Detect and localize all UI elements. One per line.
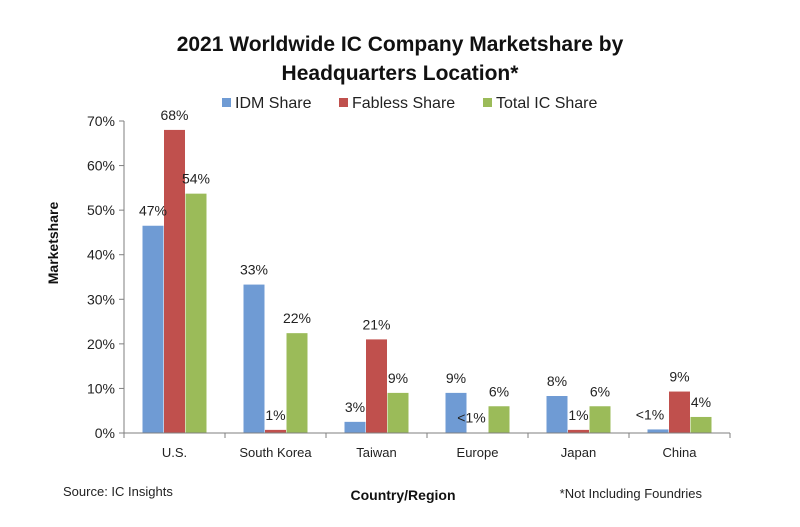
y-tick-label: 70% [87,113,115,129]
bars [142,129,712,433]
data-label-fabless-share-japan: 1% [568,407,588,423]
y-tick-label: 60% [87,158,115,174]
data-label-idm-share-china: <1% [636,406,664,422]
foundries-note: *Not Including Foundries [560,486,703,501]
data-label-idm-share-taiwan: 3% [345,399,365,415]
data-label-idm-share-japan: 8% [547,373,567,389]
y-axis-title: Marketshare [45,202,61,285]
bar-idm-share-u-s [142,225,164,433]
y-tick-label: 20% [87,336,115,352]
legend-swatch-total-ic-share [483,98,492,107]
data-label-fabless-share-taiwan: 21% [362,316,390,332]
data-label-fabless-share-china: 9% [669,369,689,385]
y-tick-label: 40% [87,247,115,263]
bar-total-ic-share-europe [488,406,510,433]
chart-title-line-2: Headquarters Location* [282,62,520,85]
data-label-fabless-share-south-korea: 1% [265,407,285,423]
data-label-idm-share-south-korea: 33% [240,262,268,278]
bar-idm-share-europe [445,392,467,433]
data-label-fabless-share-europe: <1% [457,410,485,426]
legend: IDM Share Fabless Share Total IC Share [222,95,597,112]
bar-fabless-share-taiwan [366,339,387,433]
x-axis: U.S. South Korea Taiwan Europe Japan China [123,432,731,460]
y-tick-label: 10% [87,380,115,396]
data-label-total-ic-share-u-s: 54% [182,171,210,187]
y-tick-label: 0% [95,425,115,441]
bar-total-ic-share-taiwan [387,392,409,433]
data-label-total-ic-share-south-korea: 22% [283,310,311,326]
x-category-label-europe: Europe [457,445,499,460]
x-category-label-taiwan: Taiwan [356,445,396,460]
data-label-total-ic-share-taiwan: 9% [388,370,408,386]
bar-idm-share-china [647,429,669,433]
legend-label-total-ic-share: Total IC Share [496,95,597,112]
y-axis: 0% 10% 20% 30% 40% 50% 60% 70% [87,113,125,441]
chart-title-line-1: 2021 Worldwide IC Company Marketshare by [177,33,624,56]
data-label-total-ic-share-china: 4% [691,394,711,410]
x-axis-title: Country/Region [351,487,456,503]
legend-label-fabless-share: Fabless Share [352,95,455,112]
data-labels: 47% 33% 3% 9% 8% <1% 68% 1% 21% <1% 1% 9% 54% 22% 9% 6%… [139,107,711,426]
bar-idm-share-south-korea [243,284,265,433]
data-label-total-ic-share-europe: 6% [489,383,509,399]
source-note: Source: IC Insights [63,484,173,499]
x-category-label-south-korea: South Korea [239,445,312,460]
x-category-label-china: China [663,445,698,460]
data-label-fabless-share-u-s: 68% [160,107,188,123]
bar-total-ic-share-u-s [185,193,207,433]
bar-total-ic-share-japan [589,406,611,433]
bar-fabless-share-china [669,391,690,433]
bar-total-ic-share-south-korea [286,333,308,433]
bar-fabless-share-south-korea [265,429,286,433]
bar-fabless-share-u-s [164,129,185,433]
x-category-label-u-s: U.S. [162,445,187,460]
legend-swatch-idm-share [222,98,231,107]
legend-label-idm-share: IDM Share [235,95,312,112]
bar-idm-share-taiwan [344,421,366,433]
data-label-idm-share-u-s: 47% [139,203,167,219]
bar-total-ic-share-china [690,416,712,433]
bar-fabless-share-japan [568,429,589,433]
bar-idm-share-japan [546,396,568,433]
y-tick-label: 50% [87,202,115,218]
legend-swatch-fabless-share [339,98,348,107]
y-tick-label: 30% [87,291,115,307]
x-category-label-japan: Japan [561,445,596,460]
data-label-total-ic-share-japan: 6% [590,383,610,399]
data-label-idm-share-europe: 9% [446,370,466,386]
